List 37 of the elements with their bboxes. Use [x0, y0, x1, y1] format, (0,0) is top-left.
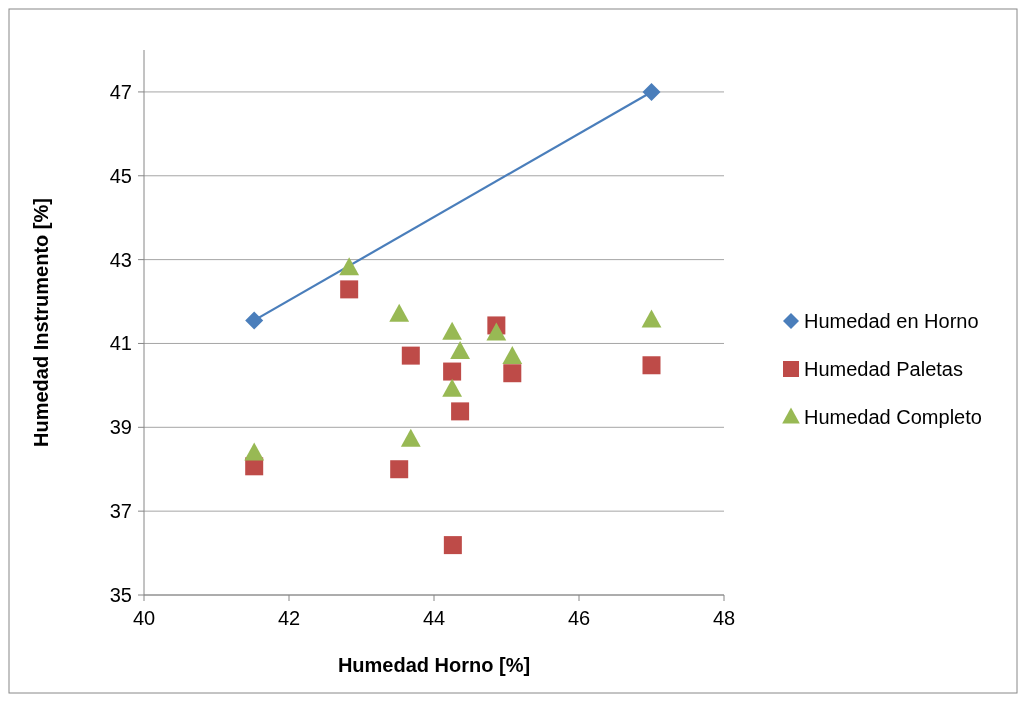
legend-label: Humedad Completo — [804, 406, 982, 428]
y-tick-label: 39 — [109, 416, 132, 439]
point — [389, 303, 410, 322]
point — [401, 346, 420, 365]
point — [486, 322, 507, 341]
point — [390, 460, 409, 479]
point — [451, 402, 470, 421]
x-tick-label: 46 — [567, 607, 591, 629]
point — [400, 428, 421, 447]
point — [443, 362, 462, 381]
y-tick-label: 35 — [109, 584, 132, 606]
point — [339, 257, 360, 276]
point — [503, 364, 522, 383]
point — [642, 82, 661, 101]
x-tick-label: 44 — [422, 607, 446, 629]
x-tick-label: 48 — [712, 607, 736, 629]
point — [642, 356, 661, 375]
point — [641, 309, 662, 328]
legend-label: Humedad en Horno — [804, 310, 979, 332]
y-axis-title: Humedad Instrumento [%] — [30, 198, 52, 447]
y-tick-label: 37 — [109, 500, 132, 523]
point — [244, 442, 265, 461]
y-tick-label: 43 — [109, 248, 132, 271]
point — [502, 346, 523, 365]
x-tick-label: 40 — [132, 607, 156, 629]
x-tick-label: 42 — [277, 607, 301, 629]
point — [443, 536, 462, 555]
point — [245, 311, 264, 330]
point — [442, 321, 463, 340]
x-axis-title: Humedad Horno [%] — [337, 654, 531, 676]
y-tick-label: 47 — [109, 80, 132, 103]
point — [450, 341, 470, 360]
legend-label: Humedad Paletas — [804, 358, 963, 380]
y-tick-label: 45 — [109, 164, 132, 187]
point — [442, 378, 463, 397]
y-tick-label: 41 — [109, 332, 132, 355]
point — [340, 280, 359, 299]
